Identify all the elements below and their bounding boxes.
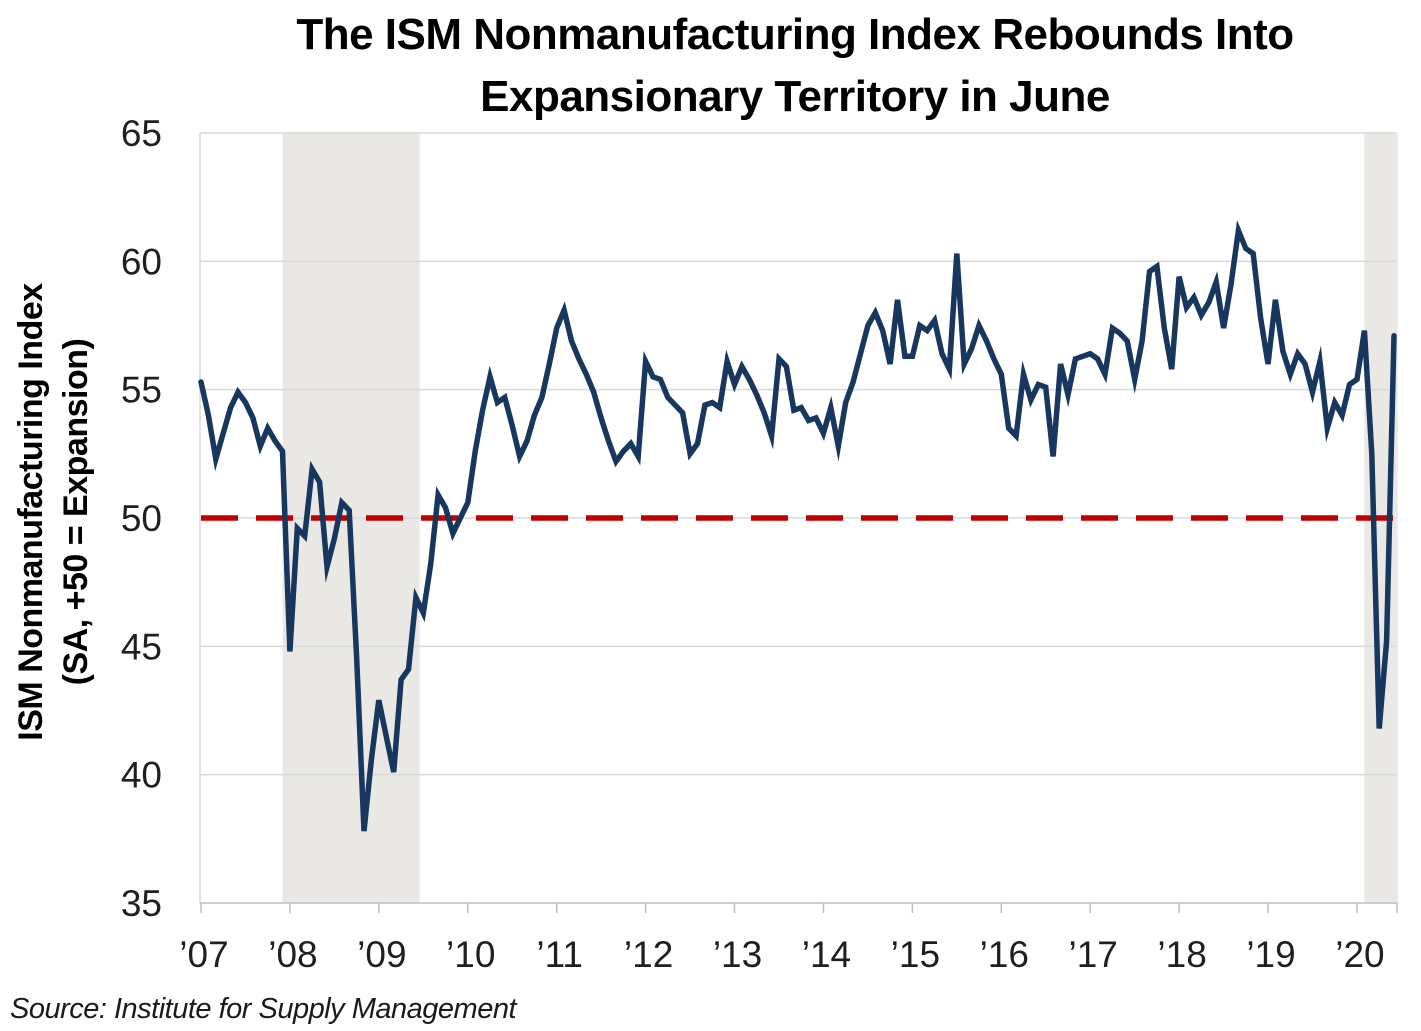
x-tick-label: ’12 (624, 934, 673, 975)
x-tick-label: ’18 (1157, 934, 1206, 975)
x-tick-label: ’11 (536, 934, 583, 975)
y-tick-label: 50 (121, 498, 162, 539)
ism-series-line (198, 220, 1397, 832)
chart-title: The ISM Nonmanufacturing Index Rebounds … (180, 4, 1410, 128)
y-tick-label: 65 (121, 113, 162, 154)
x-tick-label: ’20 (1335, 934, 1384, 975)
x-tick-label: ’19 (1246, 934, 1295, 975)
chart-title-line1: The ISM Nonmanufacturing Index Rebounds … (296, 10, 1294, 59)
y-tick-label: 55 (121, 370, 162, 411)
chart-title-line2: Expansionary Territory in June (480, 72, 1110, 121)
y-tick-label: 45 (121, 626, 162, 667)
source-note: Source: Institute for Supply Management (10, 993, 517, 1025)
x-tick-label: ’13 (713, 934, 762, 975)
x-tick-label: ’08 (268, 934, 317, 975)
y-tick-label: 35 (121, 883, 162, 924)
x-tick-label: ’07 (179, 934, 228, 975)
y-tick-label: 40 (121, 755, 162, 796)
x-tick-label: ’14 (802, 934, 851, 975)
x-tick-label: ’15 (891, 934, 940, 975)
x-tick-label: ’16 (980, 934, 1029, 975)
x-tick-label: ’09 (357, 934, 406, 975)
y-tick-label: 60 (121, 241, 162, 282)
x-tick-label: ’17 (1068, 934, 1117, 975)
x-tick-label: ’10 (446, 934, 495, 975)
